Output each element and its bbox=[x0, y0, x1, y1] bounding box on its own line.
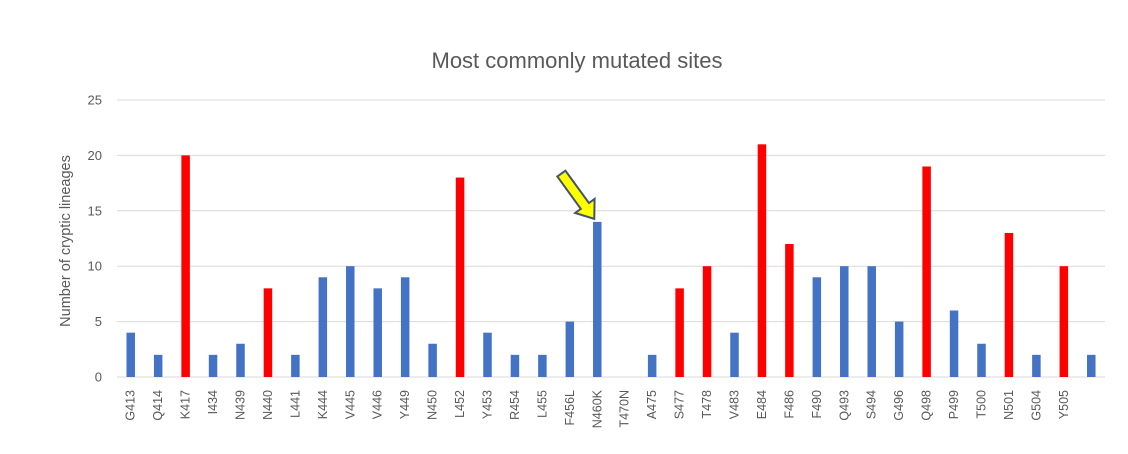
x-tick-label: Q493 bbox=[837, 390, 851, 421]
bar bbox=[977, 343, 986, 377]
bar bbox=[236, 343, 245, 377]
bar bbox=[812, 277, 822, 377]
x-tick-label: Y449 bbox=[398, 390, 412, 419]
bar bbox=[675, 288, 684, 377]
x-tick-label: K417 bbox=[179, 390, 193, 419]
y-axis-label: Number of cryptic lineages bbox=[58, 155, 74, 327]
bar bbox=[949, 310, 959, 377]
x-tick-label: T470N bbox=[618, 390, 632, 428]
x-tick-label: N460K bbox=[590, 389, 604, 428]
bar bbox=[428, 343, 437, 377]
bar bbox=[263, 288, 273, 377]
x-tick-label: F456L bbox=[563, 390, 577, 425]
bar bbox=[126, 332, 135, 377]
bar bbox=[565, 321, 575, 377]
x-tick-label: V483 bbox=[728, 390, 742, 419]
bar bbox=[455, 177, 465, 377]
bar bbox=[373, 288, 382, 377]
x-tick-label: N450 bbox=[426, 390, 440, 420]
x-tick-label: K444 bbox=[316, 390, 330, 419]
bar bbox=[785, 244, 794, 377]
bar bbox=[593, 221, 602, 377]
gridlines bbox=[117, 99, 1105, 378]
y-tick-label: 15 bbox=[88, 203, 102, 218]
y-tick-label: 25 bbox=[88, 93, 102, 108]
bar bbox=[1059, 266, 1069, 377]
bar bbox=[510, 354, 520, 377]
x-tick-label: Y505 bbox=[1057, 390, 1071, 419]
y-tick-label: 10 bbox=[88, 259, 102, 274]
x-tick-label: S494 bbox=[865, 390, 879, 419]
x-tick-label: L441 bbox=[288, 390, 302, 418]
x-tick-label: N501 bbox=[1002, 390, 1016, 420]
x-tick-label: G413 bbox=[124, 390, 138, 421]
y-axis-ticks: 0 5 10 15 20 25 bbox=[88, 93, 102, 385]
x-tick-label: F490 bbox=[810, 390, 824, 419]
x-tick-label: T500 bbox=[975, 390, 989, 419]
x-tick-label: Y453 bbox=[481, 390, 495, 419]
bar bbox=[291, 354, 300, 377]
bar bbox=[1004, 232, 1014, 377]
bar bbox=[922, 166, 931, 377]
x-tick-label: Q414 bbox=[151, 390, 165, 421]
x-tick-label: I434 bbox=[206, 390, 220, 414]
bar bbox=[538, 354, 547, 377]
highlight-arrow bbox=[555, 169, 596, 221]
bar bbox=[181, 155, 190, 377]
x-tick-label: V446 bbox=[371, 390, 385, 419]
bar bbox=[840, 266, 849, 377]
x-tick-label: G504 bbox=[1029, 390, 1043, 421]
x-tick-label: L452 bbox=[453, 390, 467, 418]
x-tick-label: R454 bbox=[508, 390, 522, 420]
y-tick-label: 0 bbox=[95, 370, 102, 385]
x-tick-label: P499 bbox=[947, 390, 961, 419]
bar bbox=[702, 266, 712, 377]
bar bbox=[647, 354, 657, 377]
bar bbox=[318, 277, 328, 377]
x-tick-label: Q498 bbox=[920, 390, 934, 421]
bar bbox=[1087, 354, 1096, 377]
x-tick-label: N439 bbox=[234, 390, 248, 420]
x-tick-label: N440 bbox=[261, 390, 275, 420]
bar bbox=[483, 332, 492, 377]
x-tick-label: F486 bbox=[782, 390, 796, 419]
bar bbox=[894, 321, 904, 377]
x-tick-label: T478 bbox=[700, 390, 714, 419]
chart-title: Most commonly mutated sites bbox=[432, 48, 723, 73]
bars bbox=[126, 144, 1096, 377]
bar bbox=[208, 354, 218, 377]
y-tick-label: 5 bbox=[95, 314, 102, 329]
x-tick-label: V445 bbox=[343, 390, 357, 419]
bar bbox=[1032, 354, 1041, 377]
x-tick-label: L455 bbox=[535, 390, 549, 418]
bar bbox=[867, 266, 876, 377]
x-tick-label: E484 bbox=[755, 390, 769, 419]
bar bbox=[346, 266, 355, 377]
bar bbox=[757, 144, 767, 377]
x-axis-ticks: G413 Q414 K417 I434 N439 N440 L441 K444 V445 V446… bbox=[124, 389, 1071, 428]
bar bbox=[400, 277, 410, 377]
bar bbox=[730, 332, 739, 377]
x-tick-label: S477 bbox=[673, 390, 687, 419]
y-tick-label: 20 bbox=[88, 148, 102, 163]
x-tick-label: A475 bbox=[645, 390, 659, 419]
annotation bbox=[555, 169, 596, 221]
bar bbox=[153, 354, 163, 377]
x-tick-label: G496 bbox=[892, 390, 906, 421]
